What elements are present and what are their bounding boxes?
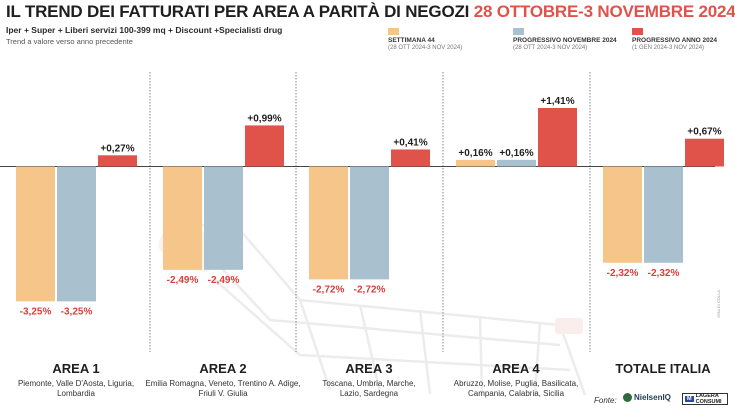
- category-detail-label: Lombardia: [57, 389, 95, 398]
- nielseniq-logo-icon: [623, 393, 632, 402]
- category-detail-label: Piemonte, Valle D'Aosta, Liguria,: [18, 379, 134, 388]
- publisher-logo: M LAGERA CONSUMI: [682, 393, 728, 405]
- category-detail-label: Abruzzo, Molise, Puglia, Basilicata,: [454, 379, 579, 388]
- chart-title-main: IL TREND DEI FATTURATI PER AREA A PARITÀ…: [6, 2, 470, 21]
- category-label: TOTALE ITALIA: [615, 361, 711, 376]
- nielseniq-logo: NielsenIQ: [623, 393, 671, 402]
- category-detail-label: Friuli V. Giulia: [198, 389, 248, 398]
- chart-note: Trend a valore verso anno precedente: [6, 37, 133, 46]
- bar: [603, 166, 642, 263]
- value-labels: -3,25% -3,25% +0,27% -2,49% -2,49% +0,99% -2,7…: [20, 96, 722, 317]
- bar-value-label: -3,25%: [20, 306, 52, 317]
- category-label: AREA 4: [492, 361, 540, 376]
- bar-value-label: -2,72%: [313, 284, 345, 295]
- category-detail-label: Lazio, Sardegna: [340, 389, 399, 398]
- legend-label: PROGRESSIVO NOVEMBRE 2024: [513, 37, 617, 44]
- bar-value-label: +0,16%: [458, 148, 492, 159]
- bar: [456, 159, 495, 167]
- category-detail-label: Toscana, Umbria, Marche,: [322, 379, 415, 388]
- bar: [538, 107, 577, 167]
- bar: [391, 149, 430, 167]
- legend-sublabel: (28 OTT 2024-3 NOV 2024): [388, 45, 463, 51]
- bar-value-label: +1,41%: [540, 96, 574, 107]
- legend-label: SETTIMANA 44: [388, 37, 435, 44]
- bar-value-label: -2,32%: [648, 268, 680, 279]
- credit-text: ORA DI COLLA: [716, 290, 721, 318]
- category-label: AREA 2: [199, 361, 246, 376]
- bar-value-label: +0,67%: [687, 127, 721, 138]
- chart-title: IL TREND DEI FATTURATI PER AREA A PARITÀ…: [6, 2, 735, 22]
- bar: [350, 166, 389, 280]
- bar-value-label: +0,16%: [499, 148, 533, 159]
- bars: [16, 107, 724, 302]
- legend-sublabel: (1 GEN 2024-3 NOV 2024): [632, 45, 705, 51]
- chart-title-dates: 28 OTTOBRE-3 NOVEMBRE 2024: [473, 2, 735, 21]
- nielseniq-logo-text: NielsenIQ: [634, 393, 671, 402]
- category-label: AREA 1: [52, 361, 99, 376]
- bar: [309, 166, 348, 280]
- legend-item-novembre: PROGRESSIVO NOVEMBRE 2024 (28 OTT 2024-3…: [513, 27, 628, 51]
- category-detail-label: Emilia Romagna, Veneto, Trentino A. Adig…: [145, 379, 300, 388]
- bar: [685, 138, 724, 167]
- publisher-logo-mark: M: [685, 396, 694, 402]
- bar: [16, 166, 55, 302]
- category-detail-label: Campania, Calabria, Sicilia: [468, 389, 565, 398]
- source-label: Fonte:: [594, 396, 617, 405]
- category-label: AREA 3: [345, 361, 392, 376]
- chart-subtitle: Iper + Super + Liberi servizi 100-399 mq…: [6, 25, 283, 35]
- legend-swatch: [388, 28, 399, 35]
- bar-value-label: -2,49%: [167, 275, 199, 286]
- bar-value-label: +0,41%: [393, 137, 427, 148]
- legend-sublabel: (28 OTT 2024-3 NOV 2024): [513, 45, 588, 51]
- bar: [644, 166, 683, 263]
- legend-swatch: [513, 28, 524, 35]
- bar: [204, 166, 243, 270]
- bar: [163, 166, 202, 270]
- bar: [98, 155, 137, 167]
- bar-value-label: -3,25%: [61, 306, 93, 317]
- bar: [245, 125, 284, 167]
- bar-value-label: +0,99%: [247, 113, 281, 124]
- legend-item-settimana: SETTIMANA 44 (28 OTT 2024-3 NOV 2024): [388, 27, 498, 51]
- legend-label: PROGRESSIVO ANNO 2024: [632, 37, 718, 44]
- bar: [497, 159, 536, 167]
- bar-value-label: -2,72%: [354, 284, 386, 295]
- bar-value-label: -2,32%: [607, 268, 639, 279]
- legend-swatch: [632, 28, 643, 35]
- bar: [57, 166, 96, 302]
- legend-item-anno: PROGRESSIVO ANNO 2024 (1 GEN 2024-3 NOV …: [632, 27, 732, 51]
- bar-value-label: -2,49%: [208, 275, 240, 286]
- publisher-logo-text: LAGERA CONSUMI: [695, 393, 722, 405]
- bar-value-label: +0,27%: [100, 143, 134, 154]
